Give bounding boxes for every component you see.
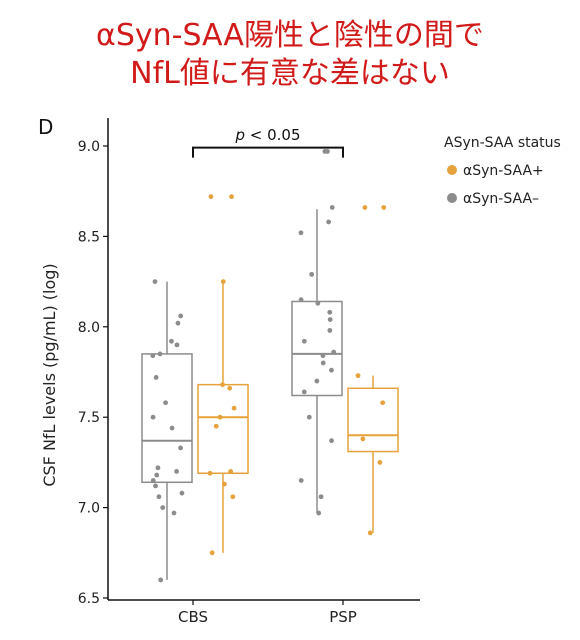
data-point <box>231 405 237 411</box>
data-point <box>153 375 159 380</box>
data-point <box>209 550 215 556</box>
data-point <box>318 494 324 500</box>
data-point <box>217 414 223 420</box>
box-negative-psp <box>291 209 343 514</box>
data-point <box>220 279 226 284</box>
data-point <box>169 338 174 344</box>
box-positive-cbs <box>197 281 249 553</box>
data-point <box>152 279 158 284</box>
box-positive-psp <box>347 375 399 533</box>
data-point <box>220 382 225 388</box>
data-point <box>380 400 386 406</box>
data-point <box>360 436 366 442</box>
data-point <box>329 438 334 444</box>
x-tick-label: CBS <box>178 608 208 626</box>
y-tick-label: 8.5 <box>78 229 100 245</box>
data-point <box>230 494 236 500</box>
data-point <box>314 378 320 384</box>
data-point <box>301 389 307 395</box>
legend-title: ASyn-SAA status <box>444 135 561 151</box>
data-point <box>320 353 326 359</box>
y-tick-label: 8.0 <box>78 320 100 336</box>
data-point <box>320 360 326 366</box>
headline-line-2: NfL値に有意な差はない <box>130 56 450 91</box>
boxes <box>141 209 399 580</box>
data-point <box>298 230 304 236</box>
data-point <box>213 423 219 429</box>
data-point <box>174 469 179 474</box>
data-point <box>153 483 158 489</box>
data-point <box>179 490 185 496</box>
data-point <box>316 510 322 516</box>
significance-annotation: p < 0.05 <box>192 126 344 158</box>
data-point <box>327 317 333 322</box>
data-point <box>169 425 175 431</box>
data-point <box>171 510 177 516</box>
y-tick-label: 6.5 <box>78 591 100 607</box>
data-point <box>229 194 234 200</box>
p-value-label: p < 0.05 <box>234 126 300 144</box>
data-point <box>178 313 184 319</box>
data-point <box>309 271 315 277</box>
data-point <box>306 414 312 420</box>
y-tick-label: 7.5 <box>78 410 100 426</box>
data-point <box>315 300 321 306</box>
axes: 6.5 7.0 7.5 8.0 8.5 9.0 CBS PSP <box>78 118 420 626</box>
data-point <box>178 445 183 451</box>
data-point <box>327 309 333 315</box>
data-point <box>150 353 156 359</box>
box-negative-cbs <box>141 281 193 580</box>
data-point <box>221 481 227 487</box>
data-point <box>377 460 383 465</box>
data-point <box>301 338 307 344</box>
data-point <box>227 385 233 391</box>
data-point <box>175 320 181 326</box>
iqr-box <box>197 383 249 474</box>
iqr-box <box>141 353 193 484</box>
data-point <box>355 373 361 379</box>
data-point <box>362 205 368 210</box>
data-point <box>160 505 166 510</box>
legend-entry-positive: αSyn-SAA+ <box>463 163 544 179</box>
y-axis-label: CSF NfL levels (pg/mL) (log) <box>40 263 59 486</box>
data-point <box>329 367 334 373</box>
data-point <box>322 149 328 154</box>
y-tick-label: 9.0 <box>78 139 100 155</box>
data-point <box>156 494 162 500</box>
legend-marker-negative <box>447 193 457 203</box>
iqr-box <box>347 387 399 453</box>
data-point <box>327 328 333 333</box>
data-point <box>228 469 234 474</box>
data-points <box>150 149 387 583</box>
data-point <box>154 472 160 478</box>
headline-line-1: αSyn-SAA陽性と陰性の間で <box>96 18 484 53</box>
data-point <box>331 349 337 355</box>
data-point <box>208 194 214 200</box>
panel-label: D <box>38 115 53 139</box>
data-point <box>367 530 373 536</box>
data-point <box>163 400 169 406</box>
data-point <box>207 470 213 476</box>
data-point <box>174 342 180 348</box>
legend: ASyn-SAA status αSyn-SAA+ αSyn-SAA– <box>444 135 561 207</box>
y-tick-label: 7.0 <box>78 501 100 517</box>
data-point <box>298 478 304 483</box>
significance-bracket <box>192 146 344 158</box>
legend-entry-negative: αSyn-SAA– <box>463 191 539 207</box>
data-point <box>150 478 156 483</box>
data-point <box>329 205 335 210</box>
data-point <box>157 351 163 357</box>
x-tick-label: PSP <box>329 608 357 626</box>
data-point <box>298 297 304 303</box>
data-point <box>155 465 161 471</box>
data-point <box>381 205 387 210</box>
data-point <box>158 577 164 583</box>
data-point <box>326 219 332 225</box>
data-point <box>150 414 156 420</box>
legend-marker-positive <box>447 165 457 175</box>
